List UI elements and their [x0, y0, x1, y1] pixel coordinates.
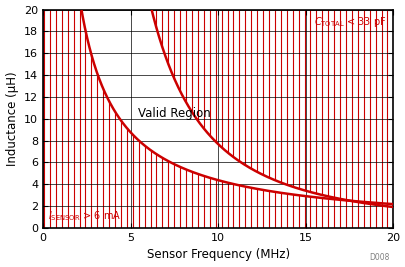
- Text: D008: D008: [369, 253, 389, 262]
- Text: Valid Region: Valid Region: [138, 107, 210, 120]
- X-axis label: Sensor Frequency (MHz): Sensor Frequency (MHz): [146, 249, 289, 261]
- Text: $C_{\rm TOTAL}$ < 33 pF: $C_{\rm TOTAL}$ < 33 pF: [313, 15, 386, 29]
- Text: $I_{\rm SENSOR}$ > 6 mA: $I_{\rm SENSOR}$ > 6 mA: [48, 209, 121, 223]
- Y-axis label: Inductance (μH): Inductance (μH): [6, 72, 19, 166]
